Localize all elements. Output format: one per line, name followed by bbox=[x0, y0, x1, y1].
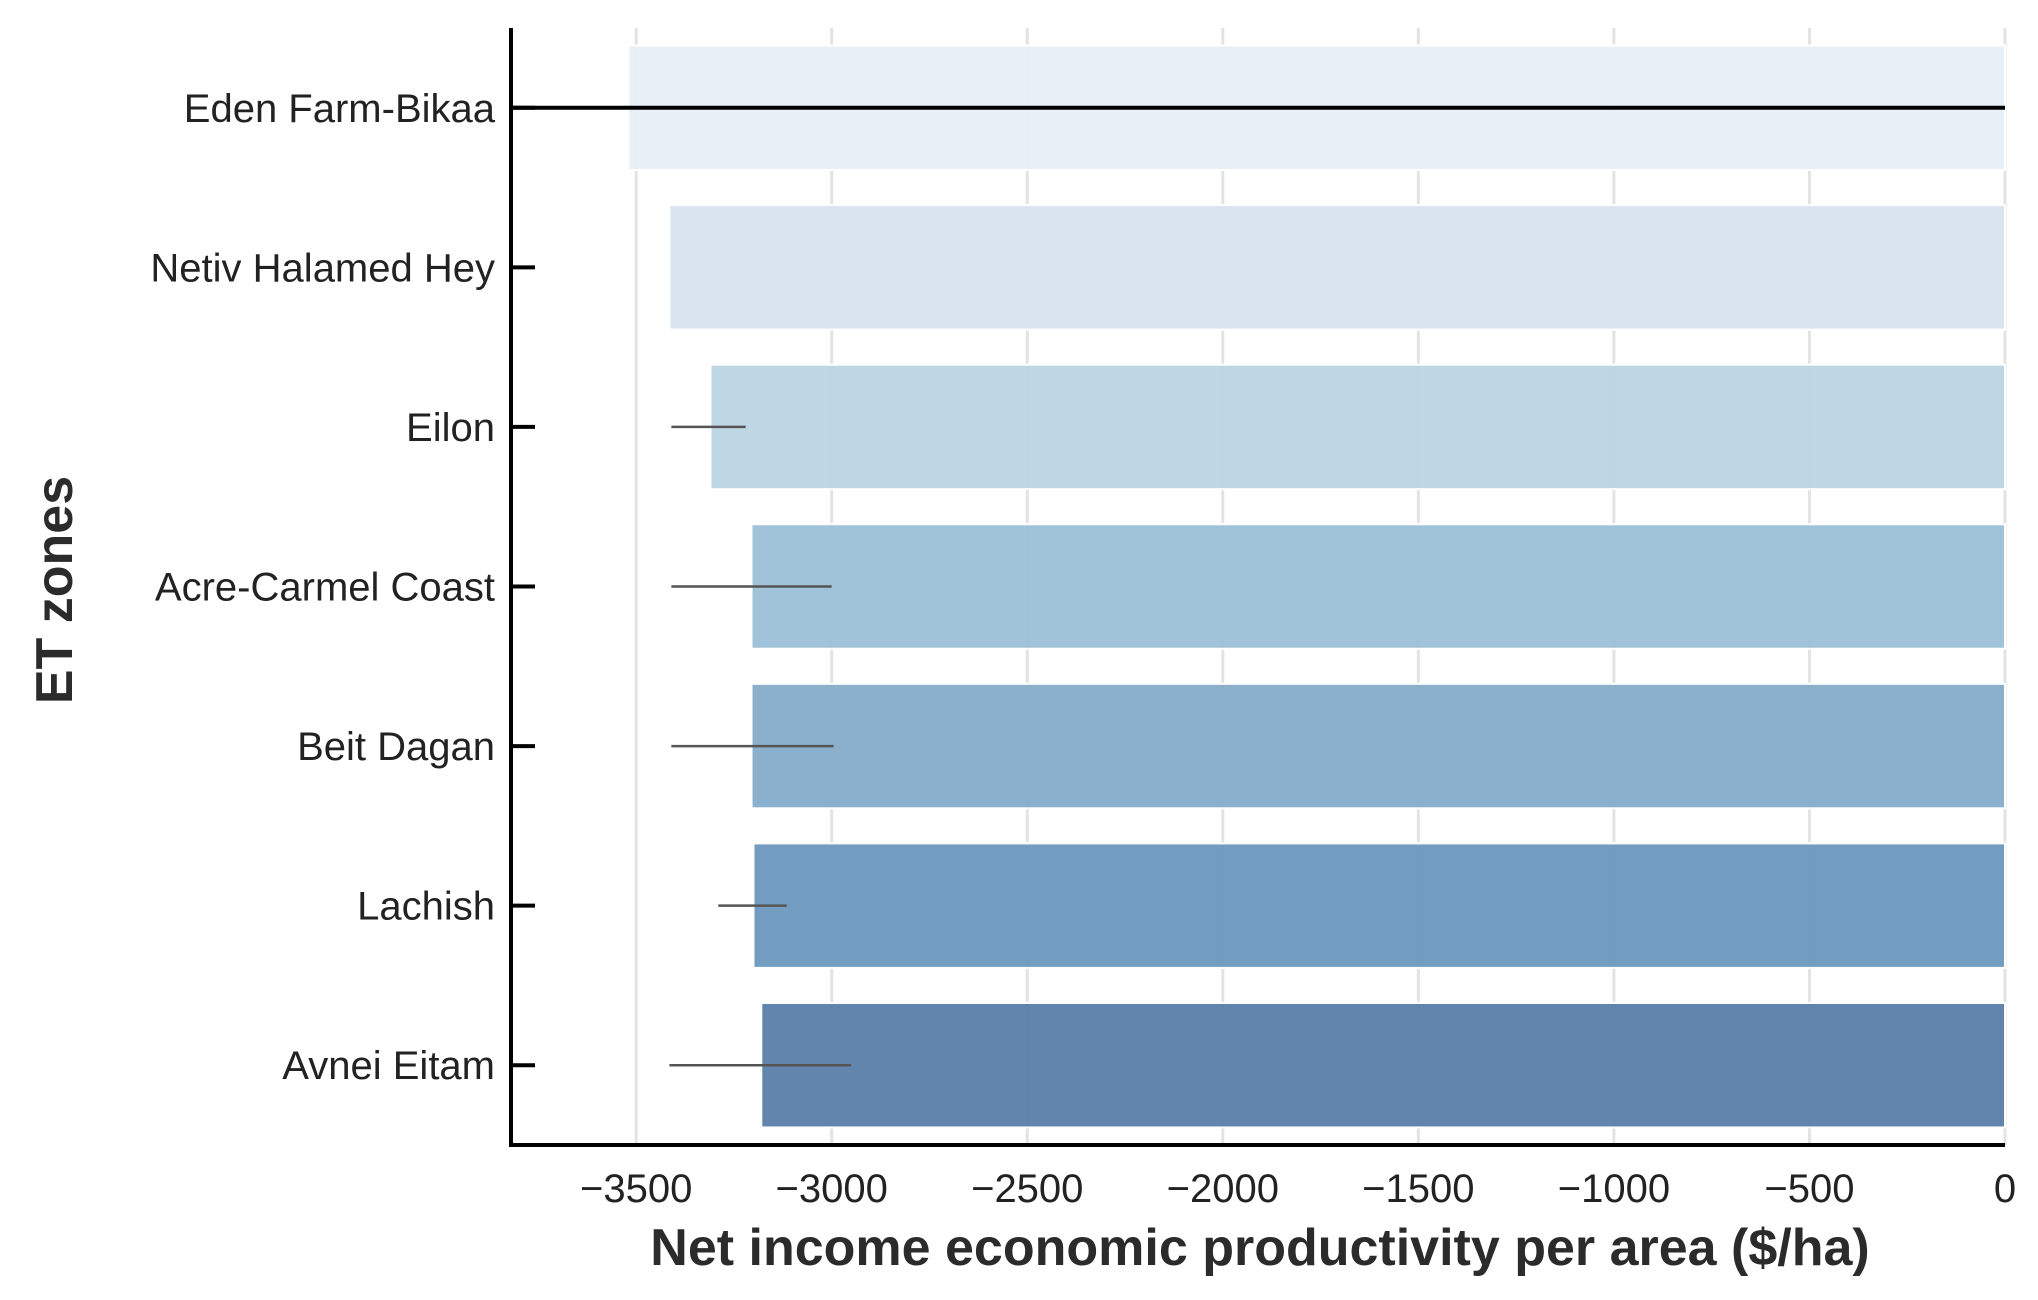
bar-3 bbox=[750, 523, 2007, 650]
bar-2 bbox=[709, 363, 2007, 491]
y-tick-label-1: Netiv Halamed Hey bbox=[150, 246, 495, 290]
bar-6 bbox=[760, 1001, 2006, 1129]
y-tick-label-0: Eden Farm-Bikaa bbox=[184, 87, 496, 131]
x-tick-label-2: −2500 bbox=[971, 1167, 1083, 1211]
y-tick-label-3: Acre-Carmel Coast bbox=[155, 566, 495, 610]
y-tick-label-2: Eilon bbox=[406, 406, 495, 450]
errorbar-layer bbox=[669, 425, 852, 1067]
x-axis-title: Net income economic productivity per are… bbox=[650, 1219, 1869, 1277]
x-tick-label-7: 0 bbox=[1994, 1167, 2016, 1211]
x-tick-label-0: −3500 bbox=[580, 1167, 692, 1211]
x-tick-label-1: −3000 bbox=[776, 1167, 888, 1211]
y-tick-label-6: Avnei Eitam bbox=[282, 1044, 495, 1088]
y-tick-label-5: Lachish bbox=[357, 885, 495, 929]
bar-layer bbox=[627, 44, 2007, 1129]
axis-layer: Eden Farm-Bikaa Netiv Halamed Hey Eilon Acr… bbox=[150, 28, 2016, 1211]
y-axis-title: ET zones bbox=[26, 476, 84, 704]
x-tick-label-4: −1500 bbox=[1362, 1167, 1474, 1211]
x-tick-label-5: −1000 bbox=[1558, 1167, 1670, 1211]
x-tick-label-6: −500 bbox=[1764, 1167, 1854, 1211]
x-tick-label-3: −2000 bbox=[1167, 1167, 1279, 1211]
bar-1 bbox=[668, 204, 2006, 331]
bar-4 bbox=[750, 682, 2007, 810]
bar-5 bbox=[752, 842, 2006, 969]
y-tick-label-4: Beit Dagan bbox=[297, 725, 495, 769]
